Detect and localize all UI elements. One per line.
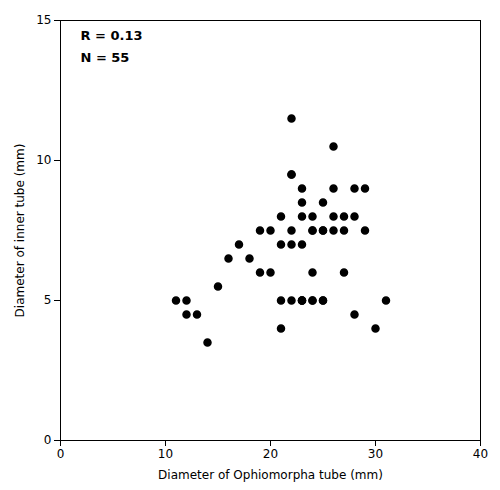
svg-text:N = 55: N = 55 xyxy=(81,50,130,65)
svg-text:40: 40 xyxy=(473,447,488,461)
svg-text:15: 15 xyxy=(36,13,51,27)
svg-text:10: 10 xyxy=(36,153,51,167)
svg-text:R = 0.13: R = 0.13 xyxy=(81,28,143,43)
svg-text:0: 0 xyxy=(57,447,65,461)
svg-text:Diameter of inner tube (mm): Diameter of inner tube (mm) xyxy=(13,144,27,318)
svg-text:20: 20 xyxy=(263,447,278,461)
svg-text:30: 30 xyxy=(368,447,383,461)
svg-text:5: 5 xyxy=(44,293,52,307)
svg-text:0: 0 xyxy=(44,433,52,447)
svg-text:Diameter of Ophiomorpha tube (: Diameter of Ophiomorpha tube (mm) xyxy=(158,468,383,482)
svg-text:10: 10 xyxy=(158,447,173,461)
